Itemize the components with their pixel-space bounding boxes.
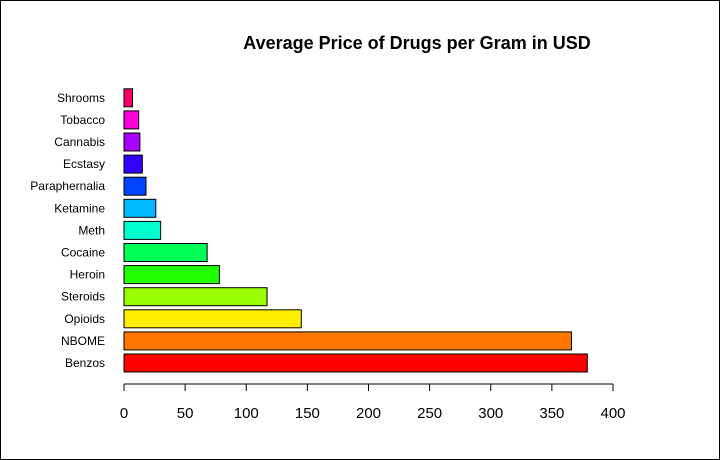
category-label-meth: Meth bbox=[78, 223, 105, 237]
bar-benzos bbox=[123, 353, 588, 373]
category-labels: Benzos NBOME Opioids Steroids Heroin Cocaine M… bbox=[30, 91, 105, 370]
bar-cocaine bbox=[123, 243, 208, 262]
category-label-heroin: Heroin bbox=[70, 268, 105, 282]
bar-heroin bbox=[123, 265, 220, 285]
bar-shrooms bbox=[123, 88, 134, 108]
category-label-steroids: Steroids bbox=[61, 290, 105, 304]
bar-ecstasy bbox=[123, 154, 143, 174]
category-label-opioids: Opioids bbox=[64, 312, 105, 326]
category-label-cannabis: Cannabis bbox=[54, 135, 105, 149]
bar-ketamine bbox=[123, 198, 157, 218]
x-tick-label: 250 bbox=[417, 405, 442, 422]
bar-tobacco bbox=[123, 110, 140, 130]
bar-opioids bbox=[123, 309, 302, 329]
x-tick-label: 0 bbox=[120, 405, 128, 422]
x-tick-label: 150 bbox=[295, 405, 320, 422]
bar-paraphernalia bbox=[123, 176, 147, 196]
x-tick-label: 300 bbox=[478, 405, 503, 422]
category-label-ketamine: Ketamine bbox=[54, 201, 105, 215]
category-label-benzos: Benzos bbox=[65, 356, 105, 370]
x-tick-label: 100 bbox=[234, 405, 259, 422]
category-label-nbome: NBOME bbox=[61, 334, 105, 348]
bar-meth bbox=[123, 220, 162, 240]
category-label-cocaine: Cocaine bbox=[61, 246, 105, 260]
bars-group bbox=[123, 88, 588, 373]
chart-title: Average Price of Drugs per Gram in USD bbox=[243, 33, 590, 53]
x-tick-label: 200 bbox=[356, 405, 381, 422]
bar-steroids bbox=[123, 287, 268, 307]
x-tick-label: 350 bbox=[539, 405, 564, 422]
category-label-tobacco: Tobacco bbox=[60, 113, 105, 127]
bar-cannabis bbox=[123, 132, 141, 152]
category-label-shrooms: Shrooms bbox=[57, 91, 105, 105]
category-label-ecstasy: Ecstasy bbox=[63, 157, 105, 171]
bar-nbome bbox=[123, 331, 572, 351]
x-axis: 0 50 100 150 200 250 300 350 400 bbox=[120, 383, 626, 422]
x-tick-label: 400 bbox=[600, 405, 625, 422]
category-label-paraphernalia: Paraphernalia bbox=[30, 179, 105, 193]
x-tick-label: 50 bbox=[177, 405, 194, 422]
